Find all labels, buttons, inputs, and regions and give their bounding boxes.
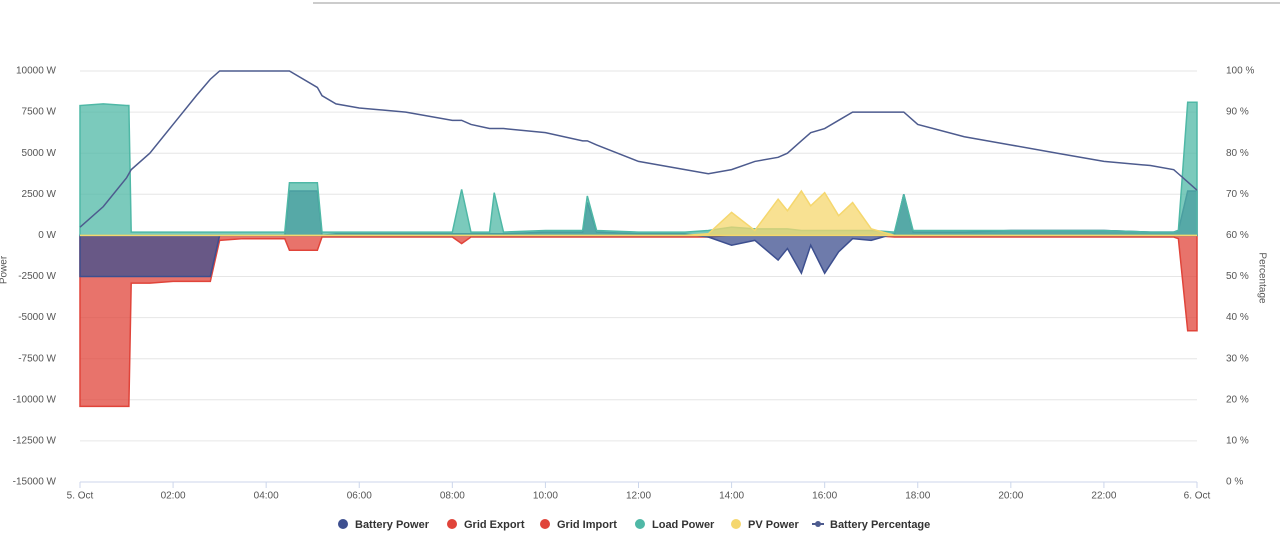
y2-tick-label: 0 %	[1226, 477, 1243, 488]
x-tick-label: 20:00	[998, 491, 1023, 502]
area	[80, 189, 1197, 237]
y-tick-label: 7500 W	[22, 107, 57, 118]
y2-tick-label: 100 %	[1226, 66, 1254, 77]
y2-tick-label: 10 %	[1226, 436, 1249, 447]
legend-label: Battery Power	[355, 519, 430, 531]
legend-marker	[338, 519, 348, 529]
line	[79, 70, 1198, 228]
legend-label: Grid Import	[557, 519, 617, 531]
y2-tick-label: 80 %	[1226, 148, 1249, 159]
legend-marker	[731, 519, 741, 529]
x-tick-label: 12:00	[626, 491, 651, 502]
x-tick-label: 16:00	[812, 491, 837, 502]
x-tick-label: 18:00	[905, 491, 930, 502]
y-tick-label: -2500 W	[18, 271, 56, 282]
legend-label: PV Power	[748, 519, 799, 531]
y-tick-label: 5000 W	[22, 148, 57, 159]
x-tick-label: 6. Oct	[1184, 491, 1211, 502]
y-tick-label: -15000 W	[13, 477, 57, 488]
y2-axis-title: Percentage	[1256, 252, 1267, 304]
y2-tick-label: 40 %	[1226, 312, 1249, 323]
y2-tick-label: 90 %	[1226, 107, 1249, 118]
x-tick-label: 04:00	[254, 491, 279, 502]
x-tick-label: 5. Oct	[67, 491, 94, 502]
legend-label: Battery Percentage	[830, 519, 930, 531]
y2-tick-label: 70 %	[1226, 189, 1249, 200]
y-tick-label: -12500 W	[13, 436, 57, 447]
y-tick-label: 10000 W	[16, 66, 57, 77]
legend-marker	[815, 521, 821, 527]
y-axis-title: Power	[0, 255, 10, 284]
y-tick-label: 0 W	[38, 230, 56, 241]
legend-marker	[540, 519, 550, 529]
x-tick-label: 02:00	[161, 491, 186, 502]
x-tick-label: 10:00	[533, 491, 558, 502]
x-tick-label: 06:00	[347, 491, 372, 502]
x-tick-label: 08:00	[440, 491, 465, 502]
y-tick-label: -10000 W	[13, 394, 57, 405]
y-tick-label: 2500 W	[22, 189, 57, 200]
area	[79, 101, 1198, 237]
y-tick-label: -5000 W	[18, 312, 56, 323]
y2-tick-label: 50 %	[1226, 271, 1249, 282]
legend-marker	[447, 519, 457, 529]
y2-tick-label: 60 %	[1226, 230, 1249, 241]
x-tick-label: 14:00	[719, 491, 744, 502]
y2-tick-label: 30 %	[1226, 353, 1249, 364]
x-tick-label: 22:00	[1091, 491, 1116, 502]
y2-tick-label: 20 %	[1226, 394, 1249, 405]
legend-label: Grid Export	[464, 519, 525, 531]
legend-marker	[635, 519, 645, 529]
y-tick-label: -7500 W	[18, 353, 56, 364]
area	[79, 234, 1198, 408]
legend-label: Load Power	[652, 519, 715, 531]
